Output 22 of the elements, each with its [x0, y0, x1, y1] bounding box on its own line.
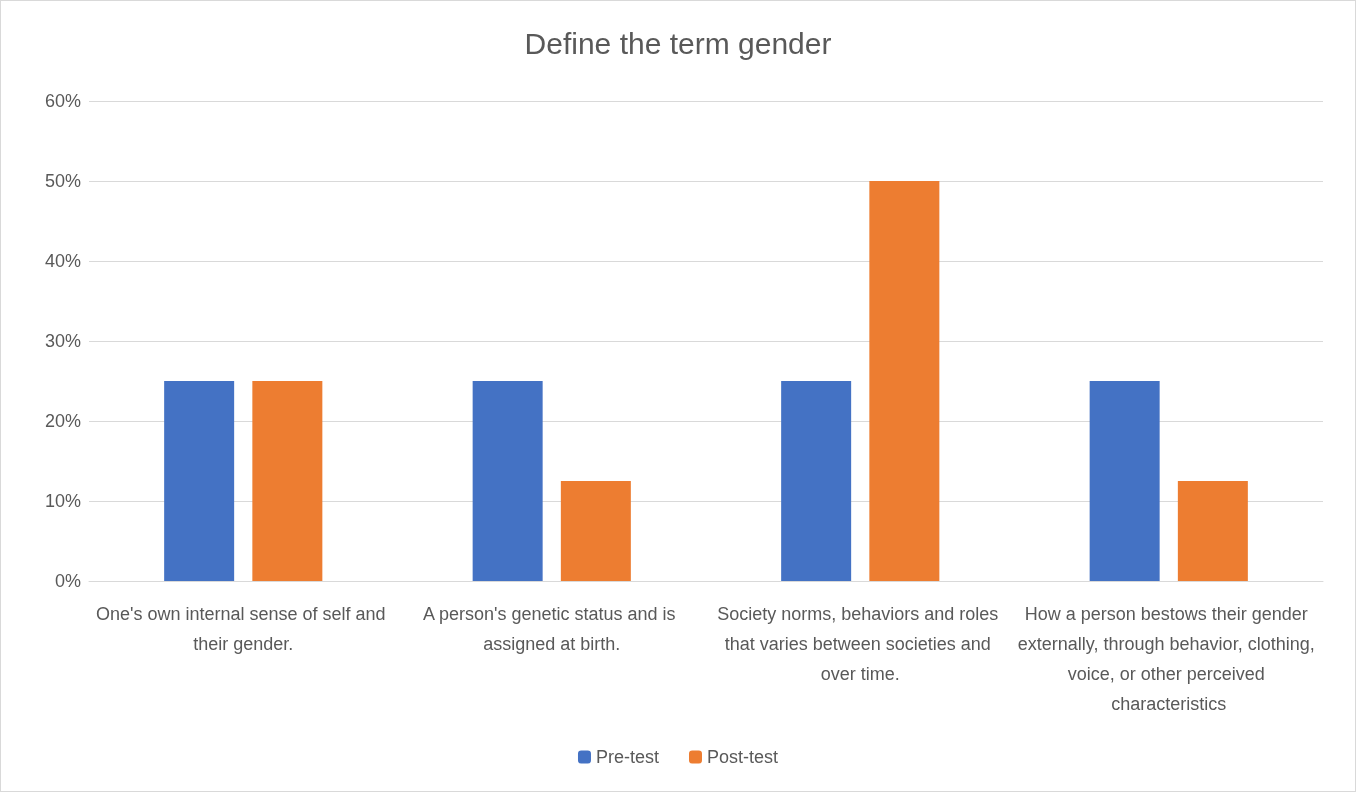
y-tick-label: 50% — [44, 171, 81, 191]
y-tick-label: 40% — [44, 251, 81, 271]
bar — [252, 381, 323, 581]
bar — [781, 381, 852, 581]
y-tick-label: 30% — [44, 331, 81, 351]
chart-title: Define the term gender — [524, 26, 832, 60]
legend-label: Post-test — [707, 747, 779, 767]
y-tick-label: 10% — [44, 491, 81, 511]
x-tick-label: Society norms, behaviors and roles that varies between societies and over time. — [717, 604, 1004, 684]
y-tick-label: 60% — [44, 91, 81, 111]
bar — [560, 481, 631, 581]
x-tick-label: How a person bestows their gender externally, through behavior, clothing, voice, or other perceived characteristics — [1017, 604, 1320, 714]
x-tick-label: One's own internal sense of self and their gender. — [95, 604, 391, 654]
y-tick-label: 0% — [54, 571, 81, 591]
bar — [472, 381, 543, 581]
legend-label: Pre-test — [595, 747, 660, 767]
bar — [1089, 381, 1160, 581]
bar — [1177, 481, 1248, 581]
y-tick-label: 20% — [44, 411, 81, 431]
bar — [164, 381, 235, 581]
bar — [869, 181, 940, 581]
x-tick-label: A person's genetic status and is assigned at birth. — [422, 604, 681, 654]
